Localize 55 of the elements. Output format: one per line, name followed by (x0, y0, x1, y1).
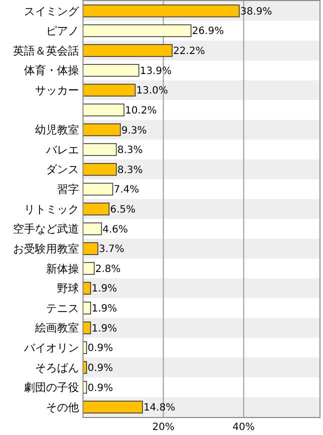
bar (82, 143, 117, 156)
data-label: 13.0% (136, 86, 168, 97)
y-tick-label: テニス (46, 302, 79, 315)
data-label: 0.9% (88, 362, 114, 374)
y-tick-label: ピアノ (46, 24, 79, 38)
y-tick-label: サッカー (35, 84, 79, 97)
x-tick-label: 40% (232, 422, 255, 433)
data-label: 7.4% (114, 184, 140, 196)
bar (82, 4, 240, 18)
data-label: 26.9% (192, 26, 224, 38)
y-tick-label: リトミック (24, 202, 79, 216)
y-tick-label: バイオリン (23, 342, 79, 355)
bar (82, 400, 143, 414)
data-label: 9.3% (121, 125, 147, 136)
y-tick-label: ダンス (46, 163, 79, 176)
data-label: 10.2% (124, 105, 157, 116)
bar (82, 44, 173, 57)
y-tick-label: 幼児教室 (35, 124, 79, 137)
data-label: 3.7% (98, 244, 124, 256)
data-label: 0.9% (88, 343, 114, 354)
data-label: 1.9% (92, 304, 118, 315)
y-tick-label: 野球 (57, 282, 79, 296)
data-label: 14.8% (143, 402, 176, 414)
y-tick-label: 新体操 (46, 262, 79, 276)
y-tick-label: 空手など武道 (13, 222, 79, 236)
bar (82, 84, 136, 96)
bar (82, 222, 102, 236)
data-label: 38.9% (240, 6, 272, 18)
y-tick-label: バレエ (45, 143, 79, 156)
bar (82, 262, 95, 275)
data-label: 4.6% (102, 224, 128, 236)
data-label: 0.9% (88, 382, 114, 394)
y-tick-label: 絵画教室 (34, 322, 79, 335)
data-label: 13.9% (140, 66, 172, 77)
data-label: 8.3% (117, 145, 143, 156)
x-tick-label: 20% (152, 422, 174, 433)
data-label: 1.9% (92, 284, 118, 295)
y-tick-label: 劇団の子役 (24, 381, 79, 394)
data-label: 6.5% (110, 204, 136, 216)
y-tick-label: スイミング (24, 4, 80, 18)
y-tick-label: そろばん (35, 361, 79, 374)
data-label: 2.8% (95, 264, 121, 275)
y-tick-label: 習字 (57, 183, 79, 196)
bar (82, 104, 124, 116)
bar (82, 24, 192, 38)
y-tick-label: その他 (46, 400, 79, 414)
data-label: 1.9% (92, 323, 118, 334)
data-label: 8.3% (117, 164, 143, 176)
bar (82, 182, 114, 196)
y-tick-label: 英語＆英会話 (13, 44, 79, 58)
data-label: 22.2% (173, 46, 205, 58)
bar (82, 302, 92, 314)
y-tick-label: 体育・体操 (24, 64, 79, 78)
bar (82, 64, 140, 77)
y-tick-label: お受験用教室 (13, 242, 79, 256)
